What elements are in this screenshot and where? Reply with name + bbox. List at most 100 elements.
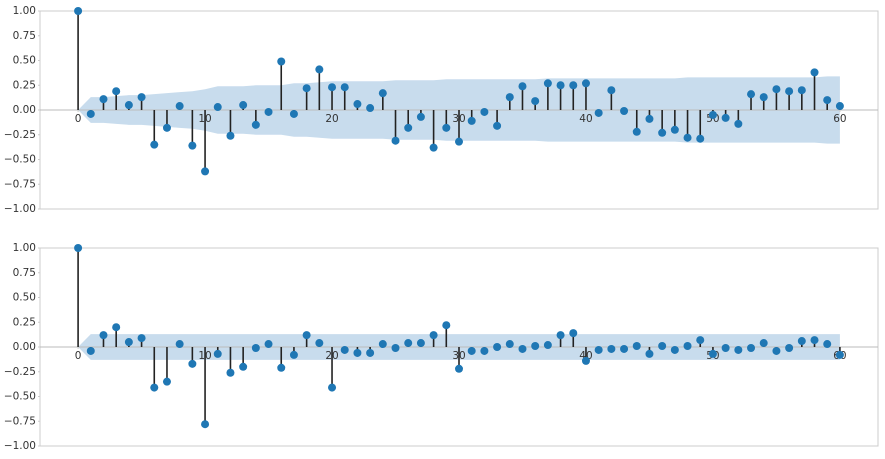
marker: [74, 244, 83, 252]
marker: [340, 345, 349, 354]
marker: [480, 346, 489, 355]
y-tick-label: 0.00: [13, 341, 36, 353]
marker: [658, 342, 667, 351]
marker: [162, 377, 171, 386]
marker: [150, 383, 159, 392]
marker: [467, 116, 476, 125]
marker: [505, 93, 514, 102]
y-tick-label: −0.25: [4, 129, 36, 141]
marker: [201, 167, 210, 176]
marker: [632, 127, 641, 136]
marker: [797, 337, 806, 346]
marker: [581, 356, 590, 365]
marker: [226, 368, 235, 377]
marker: [455, 364, 463, 373]
marker: [112, 323, 121, 332]
y-tick-label: 0.00: [13, 104, 36, 116]
marker: [404, 339, 413, 348]
marker: [759, 93, 768, 102]
marker: [112, 87, 121, 96]
y-tick-label: 1.00: [13, 5, 36, 17]
marker: [328, 83, 337, 92]
marker: [239, 101, 248, 110]
marker: [810, 336, 819, 345]
marker: [683, 133, 692, 142]
marker: [378, 340, 387, 349]
marker: [429, 331, 438, 340]
marker: [188, 359, 197, 368]
marker: [594, 345, 603, 354]
marker: [213, 103, 222, 112]
marker: [74, 7, 83, 15]
marker: [302, 84, 311, 93]
marker: [531, 97, 540, 106]
marker: [99, 95, 108, 104]
marker: [772, 85, 781, 94]
y-tick-label: −1.00: [4, 203, 36, 215]
y-tick-label: 0.25: [13, 316, 36, 328]
marker: [277, 57, 286, 66]
marker: [137, 334, 146, 343]
marker: [150, 140, 159, 149]
marker: [759, 339, 768, 348]
marker: [366, 104, 375, 113]
marker: [670, 125, 679, 134]
marker: [518, 82, 527, 91]
marker: [366, 348, 375, 357]
y-tick-label: −1.00: [4, 440, 36, 452]
y-tick-label: −0.75: [4, 415, 36, 427]
marker: [264, 340, 273, 349]
marker: [124, 338, 133, 347]
marker: [302, 331, 311, 340]
marker: [99, 331, 108, 340]
marker: [785, 87, 794, 96]
marker: [378, 89, 387, 98]
x-tick-label: 20: [325, 113, 338, 125]
marker: [785, 343, 794, 352]
marker: [175, 340, 184, 349]
marker: [493, 343, 502, 351]
marker: [556, 331, 565, 340]
marker: [670, 345, 679, 354]
marker: [581, 79, 590, 88]
marker: [391, 136, 400, 145]
marker: [416, 112, 425, 121]
marker: [353, 100, 362, 109]
y-tick-label: −0.75: [4, 178, 36, 190]
x-tick-label: 0: [75, 350, 82, 362]
marker: [328, 383, 337, 392]
marker: [708, 349, 717, 358]
marker: [213, 349, 222, 358]
marker: [137, 93, 146, 102]
marker: [734, 119, 743, 128]
marker: [645, 349, 654, 358]
y-tick-label: −0.50: [4, 391, 36, 403]
marker: [226, 131, 235, 140]
marker: [620, 106, 629, 115]
marker: [455, 137, 463, 146]
marker: [569, 81, 578, 90]
marker: [467, 346, 476, 355]
y-tick-label: −0.25: [4, 366, 36, 378]
marker: [124, 101, 133, 110]
marker: [543, 79, 552, 88]
marker: [201, 420, 210, 429]
marker: [289, 350, 298, 359]
marker: [505, 340, 514, 349]
marker: [251, 343, 260, 352]
marker: [721, 113, 730, 122]
marker: [696, 336, 705, 345]
marker: [607, 86, 616, 95]
y-tick-label: 0.50: [13, 292, 36, 304]
marker: [772, 346, 781, 355]
marker: [721, 343, 730, 352]
marker: [239, 362, 248, 371]
marker: [835, 350, 844, 359]
marker: [543, 341, 552, 350]
marker: [264, 107, 273, 116]
marker: [569, 329, 578, 338]
x-tick-label: 0: [75, 113, 82, 125]
marker: [747, 90, 756, 99]
y-tick-label: 1.00: [13, 242, 36, 254]
